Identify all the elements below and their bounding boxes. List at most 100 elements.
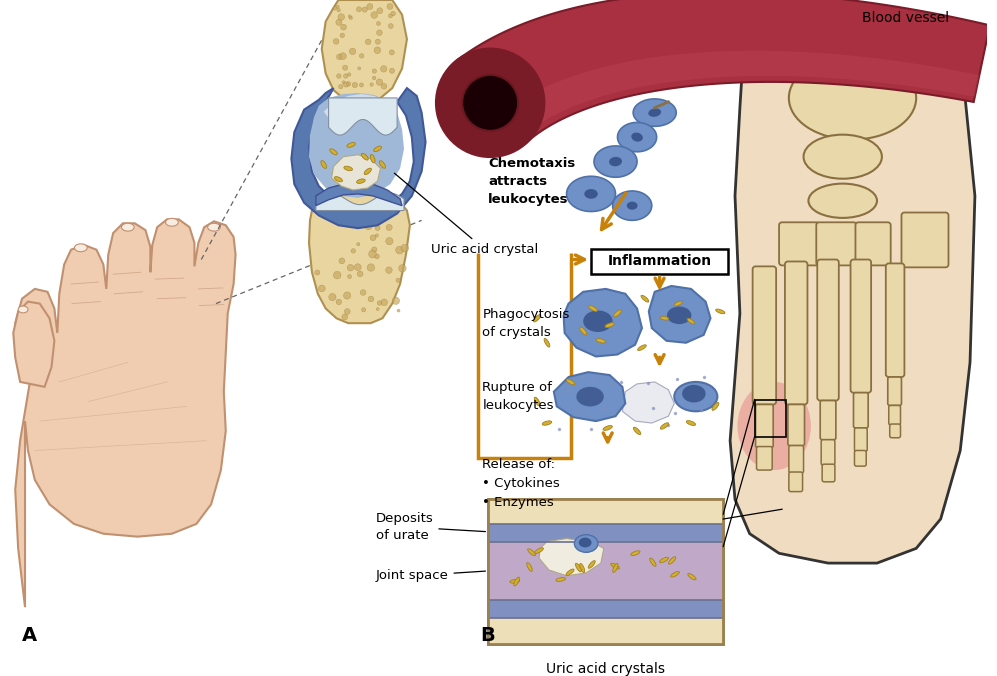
FancyBboxPatch shape bbox=[888, 406, 900, 425]
Circle shape bbox=[349, 16, 353, 20]
Circle shape bbox=[342, 314, 348, 320]
Ellipse shape bbox=[566, 569, 574, 575]
Circle shape bbox=[377, 22, 381, 26]
Ellipse shape bbox=[712, 402, 719, 410]
Circle shape bbox=[389, 24, 393, 28]
Polygon shape bbox=[594, 146, 637, 177]
Ellipse shape bbox=[380, 161, 386, 168]
Circle shape bbox=[344, 74, 348, 78]
Circle shape bbox=[390, 68, 395, 73]
Polygon shape bbox=[329, 98, 397, 135]
Ellipse shape bbox=[650, 558, 656, 566]
Circle shape bbox=[336, 5, 339, 8]
Ellipse shape bbox=[674, 382, 718, 411]
Circle shape bbox=[354, 264, 361, 270]
Circle shape bbox=[362, 7, 367, 12]
Circle shape bbox=[357, 271, 363, 276]
Circle shape bbox=[344, 309, 350, 314]
Circle shape bbox=[392, 297, 400, 304]
Ellipse shape bbox=[605, 322, 614, 328]
Text: Release of:
• Cytokines
• Enzymes: Release of: • Cytokines • Enzymes bbox=[483, 458, 560, 509]
Ellipse shape bbox=[579, 327, 586, 335]
Ellipse shape bbox=[513, 577, 519, 586]
Circle shape bbox=[370, 235, 376, 241]
FancyBboxPatch shape bbox=[789, 445, 804, 473]
Circle shape bbox=[377, 7, 383, 14]
Circle shape bbox=[339, 84, 343, 89]
Circle shape bbox=[387, 3, 393, 9]
Circle shape bbox=[338, 14, 345, 20]
Ellipse shape bbox=[603, 425, 612, 431]
Text: Rupture of
leukocytes: Rupture of leukocytes bbox=[483, 381, 554, 412]
Circle shape bbox=[360, 289, 366, 295]
Circle shape bbox=[352, 82, 358, 88]
Circle shape bbox=[389, 14, 393, 18]
Ellipse shape bbox=[627, 201, 637, 210]
Circle shape bbox=[351, 249, 356, 253]
Circle shape bbox=[333, 39, 339, 44]
Circle shape bbox=[343, 82, 349, 87]
Ellipse shape bbox=[682, 385, 706, 402]
Circle shape bbox=[376, 308, 379, 310]
Ellipse shape bbox=[584, 189, 598, 199]
Circle shape bbox=[371, 11, 378, 18]
Circle shape bbox=[357, 243, 360, 246]
Ellipse shape bbox=[509, 579, 519, 583]
Ellipse shape bbox=[362, 153, 368, 160]
Circle shape bbox=[348, 274, 352, 279]
FancyBboxPatch shape bbox=[489, 618, 723, 644]
Ellipse shape bbox=[631, 132, 643, 141]
Ellipse shape bbox=[789, 56, 916, 139]
Ellipse shape bbox=[527, 549, 535, 556]
Polygon shape bbox=[566, 176, 615, 212]
Polygon shape bbox=[553, 372, 625, 421]
Text: Inflammation: Inflammation bbox=[607, 254, 712, 268]
Circle shape bbox=[329, 293, 336, 301]
Circle shape bbox=[333, 7, 337, 10]
Circle shape bbox=[336, 299, 342, 305]
Circle shape bbox=[341, 24, 346, 30]
Circle shape bbox=[339, 258, 345, 264]
Polygon shape bbox=[291, 88, 426, 228]
Circle shape bbox=[381, 66, 387, 72]
Circle shape bbox=[315, 270, 320, 275]
FancyBboxPatch shape bbox=[889, 424, 900, 438]
Ellipse shape bbox=[631, 551, 640, 556]
Circle shape bbox=[369, 250, 376, 258]
Circle shape bbox=[359, 53, 364, 58]
Circle shape bbox=[377, 301, 382, 306]
Circle shape bbox=[362, 308, 366, 312]
Circle shape bbox=[389, 50, 394, 55]
Circle shape bbox=[396, 246, 404, 254]
Ellipse shape bbox=[688, 573, 696, 580]
Polygon shape bbox=[332, 155, 381, 190]
Ellipse shape bbox=[374, 146, 382, 151]
Circle shape bbox=[347, 264, 354, 271]
Text: Uric acid crystal: Uric acid crystal bbox=[395, 173, 538, 256]
Ellipse shape bbox=[207, 223, 220, 231]
Ellipse shape bbox=[575, 563, 581, 572]
Circle shape bbox=[386, 237, 393, 245]
Ellipse shape bbox=[542, 421, 551, 425]
Polygon shape bbox=[622, 382, 674, 423]
Ellipse shape bbox=[641, 295, 649, 302]
Ellipse shape bbox=[611, 563, 619, 569]
Circle shape bbox=[337, 9, 340, 12]
Ellipse shape bbox=[609, 157, 622, 166]
Circle shape bbox=[337, 54, 342, 59]
Ellipse shape bbox=[334, 176, 342, 182]
Circle shape bbox=[365, 39, 371, 45]
Ellipse shape bbox=[809, 184, 877, 218]
Circle shape bbox=[336, 20, 342, 26]
Text: Chemotaxis
attracts
leukocytes: Chemotaxis attracts leukocytes bbox=[489, 157, 575, 206]
FancyBboxPatch shape bbox=[785, 262, 808, 404]
Ellipse shape bbox=[671, 571, 679, 577]
FancyBboxPatch shape bbox=[854, 450, 866, 466]
Circle shape bbox=[340, 53, 346, 59]
FancyBboxPatch shape bbox=[789, 472, 803, 491]
Text: B: B bbox=[481, 627, 496, 646]
Ellipse shape bbox=[574, 535, 598, 552]
Ellipse shape bbox=[166, 218, 178, 226]
Ellipse shape bbox=[347, 143, 355, 147]
Circle shape bbox=[340, 33, 345, 38]
